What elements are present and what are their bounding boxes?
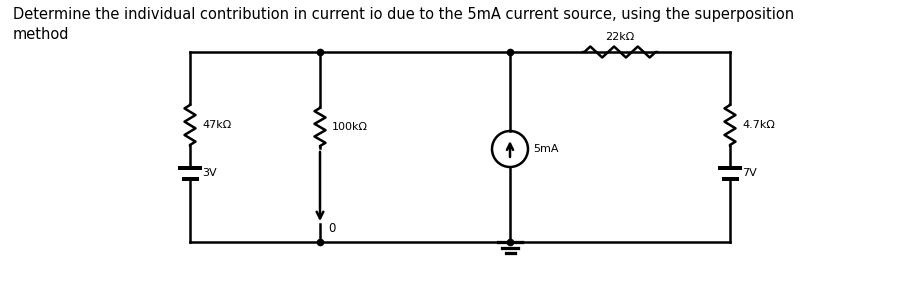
Text: 100kΩ: 100kΩ xyxy=(332,122,368,132)
Text: 3V: 3V xyxy=(202,168,216,178)
Text: 7V: 7V xyxy=(742,168,757,178)
Text: method: method xyxy=(13,27,69,42)
Text: Determine the individual contribution in current io due to the 5mA current sourc: Determine the individual contribution in… xyxy=(13,7,794,22)
Text: 47kΩ: 47kΩ xyxy=(202,120,231,130)
Text: 4.7kΩ: 4.7kΩ xyxy=(742,120,775,130)
Text: 0: 0 xyxy=(328,222,335,235)
Text: 22kΩ: 22kΩ xyxy=(605,32,635,42)
Text: 5mA: 5mA xyxy=(533,144,559,154)
